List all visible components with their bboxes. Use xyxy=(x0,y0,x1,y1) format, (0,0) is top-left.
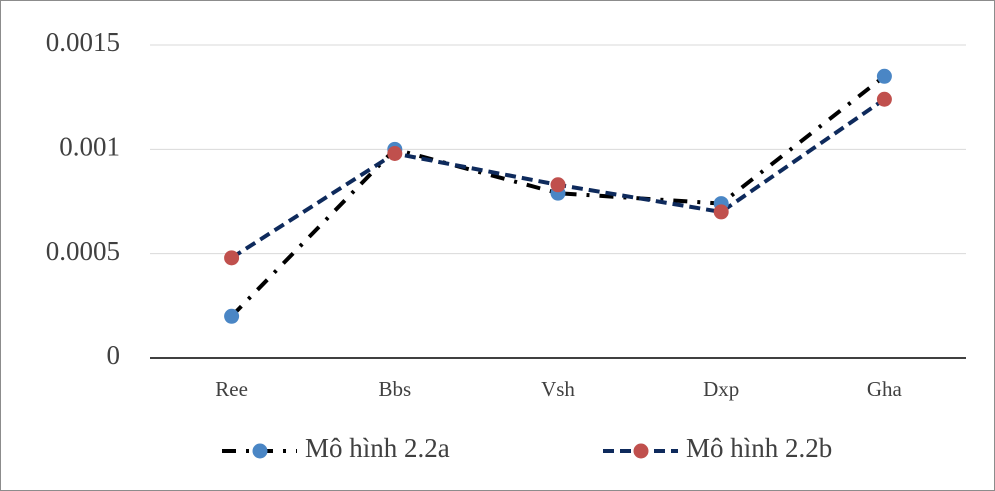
x-tick-label: Vsh xyxy=(541,377,575,401)
data-point xyxy=(876,91,892,107)
data-point xyxy=(224,308,240,324)
data-point xyxy=(387,146,403,162)
series-line xyxy=(230,74,886,318)
x-tick-label: Dxp xyxy=(703,377,739,401)
y-tick-label: 0 xyxy=(107,340,121,370)
legend-marker xyxy=(633,443,649,459)
data-point xyxy=(876,68,892,84)
x-tick-label: Gha xyxy=(867,377,903,401)
legend-marker xyxy=(252,443,268,459)
y-tick-label: 0.001 xyxy=(59,132,120,162)
x-tick-label: Ree xyxy=(215,377,248,401)
x-tick-label: Bbs xyxy=(378,377,411,401)
data-point xyxy=(550,177,566,193)
y-tick-label: 0.0015 xyxy=(46,27,120,57)
y-tick-label: 0.0005 xyxy=(46,236,120,266)
data-point xyxy=(224,250,240,266)
legend-label: Mô hình 2.2a xyxy=(305,433,450,463)
legend-label: Mô hình 2.2b xyxy=(686,433,832,463)
data-point xyxy=(713,204,729,220)
